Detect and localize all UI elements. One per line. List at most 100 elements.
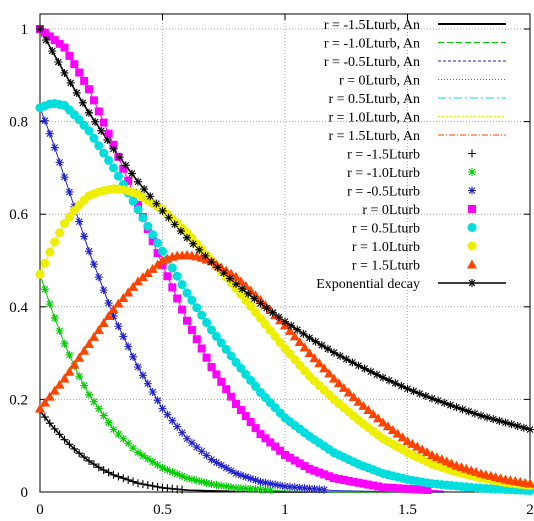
data-point (374, 482, 383, 491)
data-point (349, 477, 358, 486)
data-point (334, 475, 343, 484)
data-point (148, 387, 157, 396)
data-point (446, 401, 455, 410)
data-point (290, 483, 299, 492)
data-point (148, 230, 158, 240)
data-point (94, 404, 103, 413)
data-point (183, 434, 191, 443)
data-point (236, 363, 246, 373)
data-point (119, 332, 128, 341)
data-point (330, 348, 338, 357)
data-point (235, 276, 246, 286)
data-point (343, 387, 354, 397)
data-point (148, 481, 157, 490)
data-point (388, 483, 397, 492)
data-point (163, 272, 172, 281)
data-point (115, 153, 124, 162)
data-point (35, 269, 45, 279)
data-point (256, 299, 265, 308)
data-point (392, 428, 403, 438)
data-point (168, 467, 177, 476)
data-point (417, 444, 428, 454)
data-point (393, 484, 402, 493)
data-point (236, 471, 245, 480)
data-point (222, 482, 231, 491)
data-point (294, 336, 305, 346)
data-point (104, 468, 113, 477)
data-point (158, 261, 167, 270)
data-point (64, 366, 75, 376)
legend-label: r = 0.5Lturb (352, 222, 420, 237)
data-point (246, 474, 255, 483)
data-point (167, 263, 177, 273)
data-point (182, 288, 192, 298)
data-point (133, 205, 143, 215)
data-point (295, 483, 304, 492)
data-point (413, 485, 422, 494)
legend-marker (468, 168, 476, 176)
axis-ticks: 0 0.5 1 1.5 2 0 0.2 0.4 0.6 0.8 1 (9, 14, 534, 518)
data-point (241, 412, 250, 421)
legend-marker (467, 259, 477, 269)
data-point (119, 474, 128, 483)
data-point (45, 419, 54, 428)
data-point (236, 484, 245, 493)
data-point (315, 485, 324, 494)
data-point (246, 418, 255, 427)
data-point (40, 285, 49, 294)
data-point (372, 370, 381, 379)
data-point (138, 213, 148, 223)
data-point (397, 432, 408, 442)
data-point (227, 392, 236, 401)
data-point (114, 322, 123, 331)
data-point (173, 294, 182, 303)
data-point (391, 379, 400, 388)
data-point (260, 319, 270, 329)
data-point (163, 465, 172, 474)
legend-label: r = -1.5Lturb, An (324, 18, 420, 33)
data-point (281, 482, 289, 491)
data-point (50, 313, 59, 322)
data-point (320, 485, 329, 494)
data-point (495, 416, 504, 425)
data-point (348, 358, 357, 367)
legend-label: r = 0Lturb, An (339, 74, 420, 89)
data-point (93, 324, 104, 334)
legend-marker (468, 205, 476, 213)
data-point (256, 313, 265, 323)
data-point (35, 403, 45, 413)
data-point (89, 96, 98, 105)
data-point (113, 171, 123, 181)
data-point (54, 379, 65, 389)
y-tick-label: 0.8 (9, 115, 28, 131)
data-point (238, 284, 247, 293)
data-point (227, 466, 236, 475)
data-point (98, 318, 109, 328)
data-point (60, 173, 69, 182)
data-point (99, 466, 108, 475)
data-point (109, 470, 118, 479)
data-point (251, 424, 260, 433)
data-point (305, 484, 314, 493)
data-point (407, 438, 418, 448)
data-point (232, 280, 240, 289)
data-point (207, 455, 216, 464)
data-point (173, 422, 182, 431)
data-point (364, 480, 373, 489)
data-point (284, 325, 295, 335)
data-point (94, 141, 104, 151)
data-point (89, 460, 98, 469)
data-point (483, 413, 492, 422)
data-point (109, 144, 118, 153)
data-point (452, 403, 461, 412)
data-point (134, 177, 142, 186)
data-point (428, 394, 436, 403)
data-point (354, 361, 363, 370)
data-point (99, 286, 108, 295)
data-point (138, 451, 147, 460)
data-point (333, 378, 344, 388)
data-point (464, 407, 473, 416)
data-point (262, 304, 271, 313)
data-point (85, 108, 93, 117)
data-point (134, 448, 142, 457)
